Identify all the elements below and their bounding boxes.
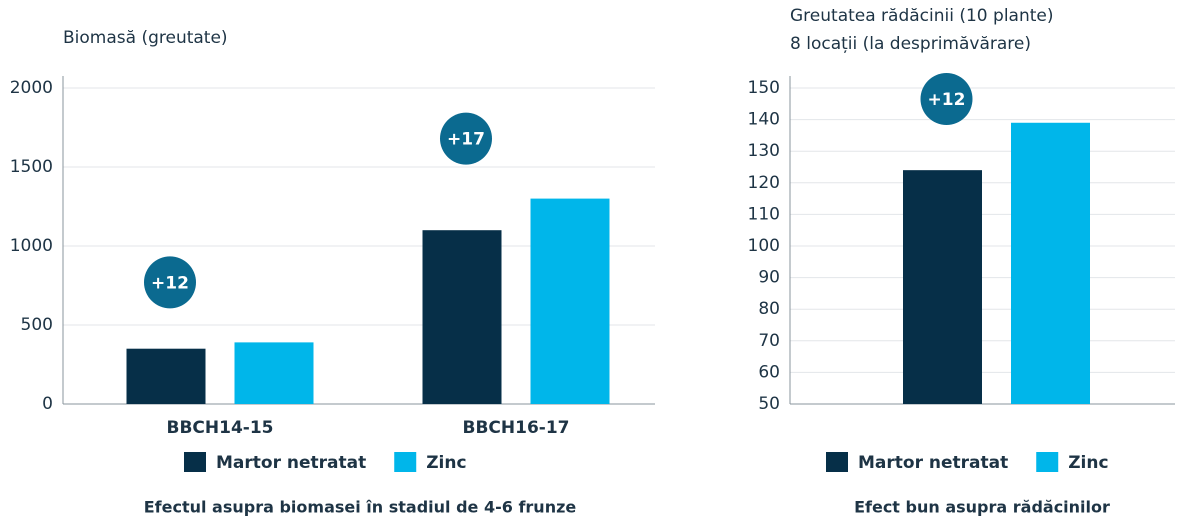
annotation: +12 — [928, 90, 966, 110]
chart-title: Biomasă (greutate) — [63, 28, 228, 48]
x-tick-label: BBCH16-17 — [463, 418, 570, 438]
y-tick-label: 1500 — [10, 157, 53, 177]
y-tick-label: 80 — [758, 299, 780, 319]
y-tick-label: 90 — [758, 268, 780, 288]
bar — [1011, 122, 1090, 404]
chart-title: Greutatea rădăcinii (10 plante) — [790, 6, 1054, 26]
legend-label: Zinc — [1068, 453, 1108, 473]
bar — [234, 342, 314, 404]
legend-swatch — [184, 452, 206, 472]
annotation-badge — [440, 112, 492, 165]
y-tick-label: 0 — [42, 394, 53, 414]
x-tick-label: BBCH14-15 — [167, 418, 274, 438]
chart-caption: Efectul asupra biomasei în stadiul de 4-… — [144, 498, 577, 517]
y-tick-label: 500 — [21, 315, 53, 335]
y-tick-label: 60 — [758, 362, 780, 382]
y-tick-label: 130 — [748, 141, 780, 161]
y-tick-label: 50 — [758, 394, 780, 414]
chart-subtitle: 8 locații (la desprimăvărare) — [790, 34, 1031, 54]
bar — [903, 170, 982, 404]
y-tick-label: 140 — [748, 110, 780, 130]
y-tick-label: 2000 — [10, 78, 53, 98]
legend-swatch — [1036, 452, 1059, 472]
legend-label: Zinc — [426, 453, 466, 473]
bar — [530, 198, 610, 404]
annotation-badge — [144, 256, 196, 309]
legend-label: Martor netratat — [216, 453, 366, 473]
legend-label: Martor netratat — [858, 453, 1008, 473]
annotation: +12 — [151, 273, 189, 293]
y-tick-label: 150 — [748, 78, 780, 98]
legend-swatch — [394, 452, 417, 472]
annotation-badge — [920, 73, 973, 125]
legend-swatch — [826, 452, 848, 472]
y-tick-label: 70 — [758, 331, 780, 351]
bar — [126, 348, 206, 404]
y-tick-label: 110 — [748, 204, 780, 224]
y-tick-label: 120 — [748, 173, 780, 193]
y-tick-label: 100 — [748, 236, 780, 256]
bar — [422, 230, 502, 404]
y-tick-label: 1000 — [10, 236, 53, 256]
chart-caption: Efect bun asupra rădăcinilor — [854, 498, 1110, 517]
annotation: +17 — [447, 130, 485, 150]
